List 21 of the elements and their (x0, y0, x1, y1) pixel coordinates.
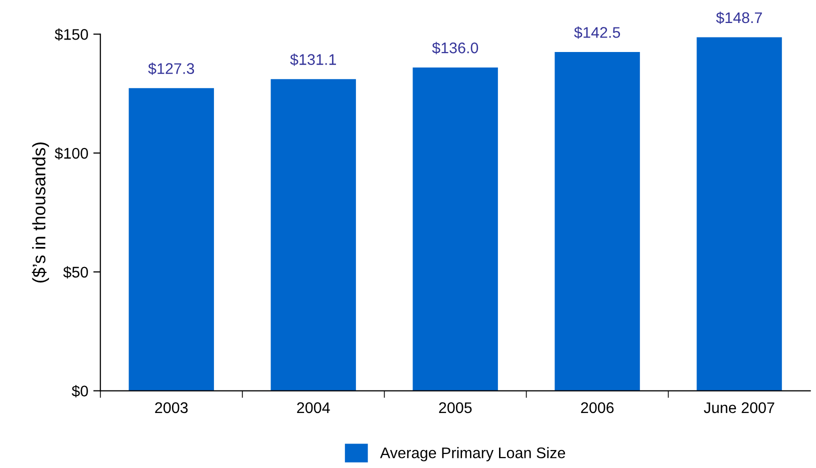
bar (128, 88, 214, 391)
y-tick-label: $100 (54, 147, 88, 160)
data-label: $127.3 (148, 62, 194, 75)
bar (696, 37, 782, 391)
y-tick-label: $150 (54, 28, 88, 41)
bar (554, 52, 640, 391)
bar (412, 67, 498, 391)
x-tick-label: June 2007 (704, 402, 774, 414)
y-axis-title: ($’s in thousands) (32, 142, 50, 282)
data-label: $142.5 (574, 26, 620, 39)
x-tick-label: 2006 (581, 402, 614, 414)
data-label: $131.1 (290, 54, 336, 66)
data-label: $136.0 (432, 42, 478, 54)
bar (270, 79, 356, 391)
x-tick-label: 2005 (439, 402, 472, 414)
x-tick-label: 2004 (297, 402, 330, 414)
y-tick-label: $0 (72, 385, 88, 398)
x-tick-label: 2003 (155, 402, 188, 414)
legend-label: Average Primary Loan Size (380, 447, 566, 462)
y-tick-label: $50 (63, 266, 88, 279)
data-label: $148.7 (716, 12, 762, 24)
